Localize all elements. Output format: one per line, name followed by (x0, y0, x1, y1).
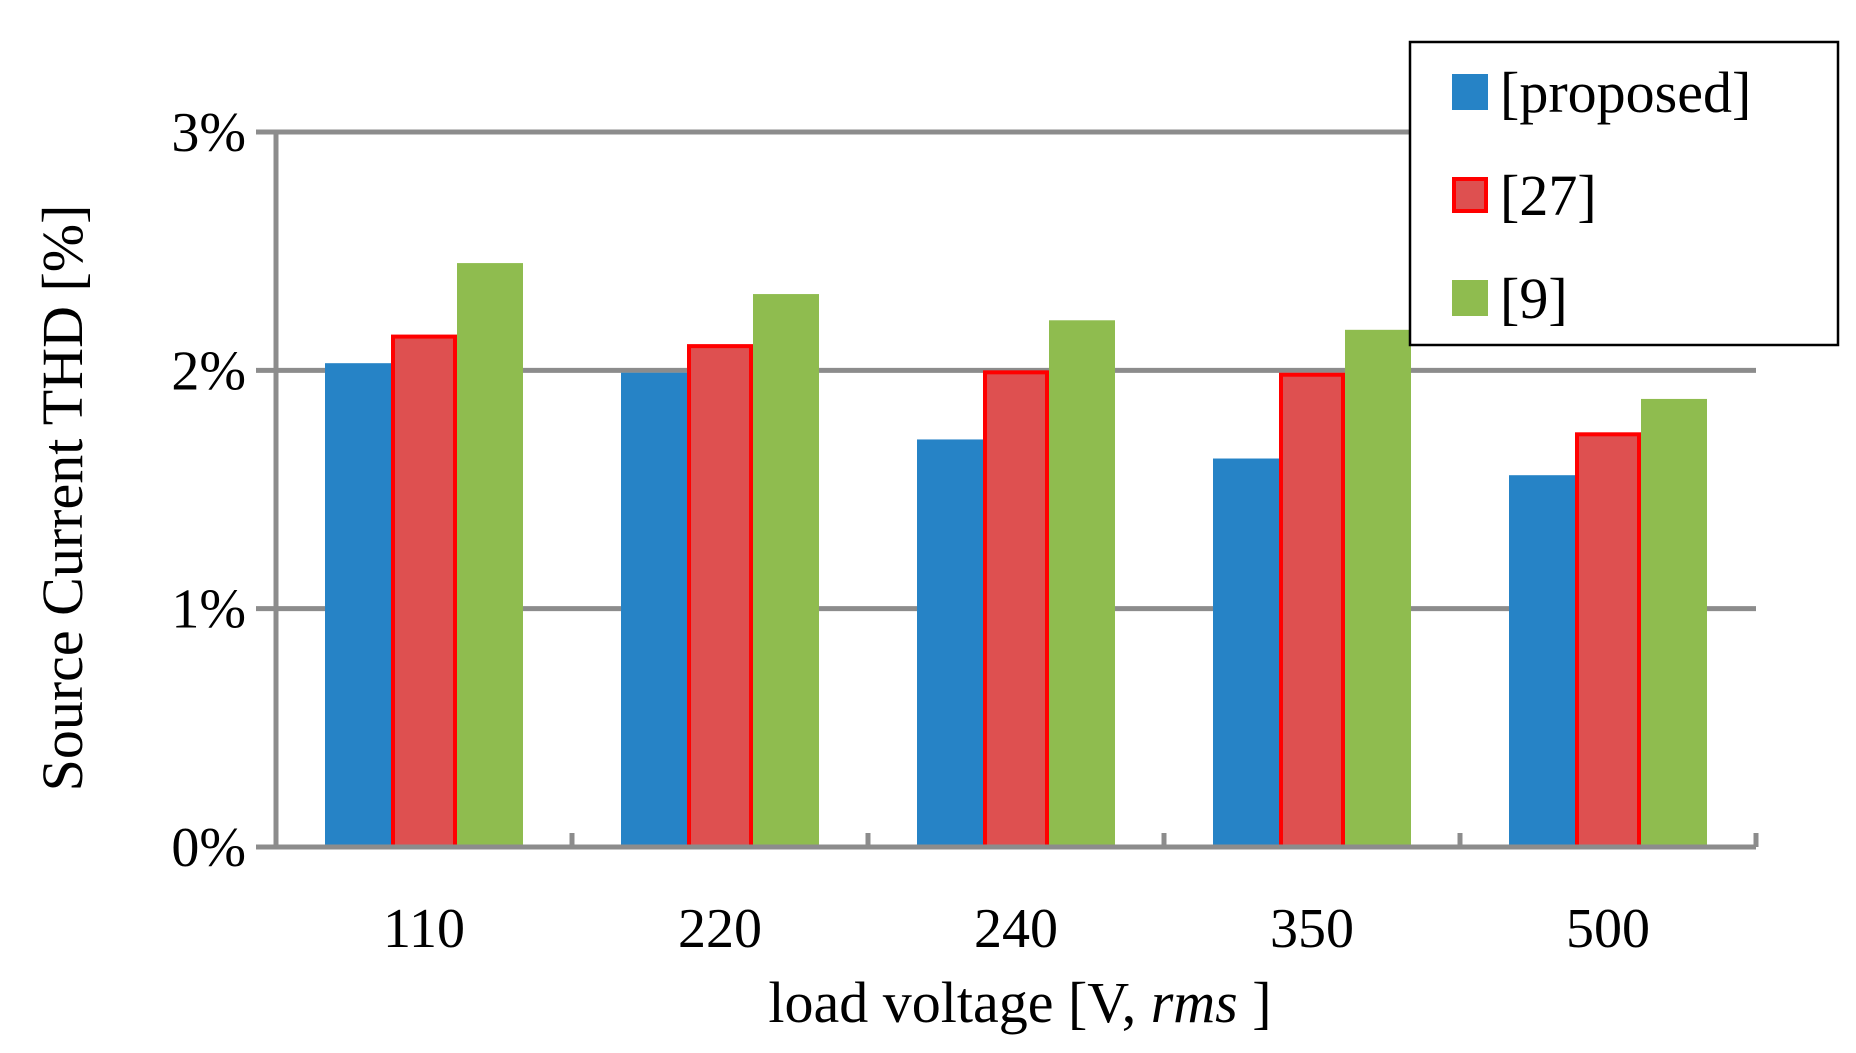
bars (325, 263, 1707, 849)
x-axis-label-suffix: ] (1238, 970, 1272, 1035)
legend: [proposed] [27] [9] (1408, 40, 1840, 347)
bar-27-500 (1575, 432, 1641, 849)
bar-proposed-240 (917, 439, 983, 847)
bar-proposed-500 (1509, 475, 1575, 847)
bar-9-220 (753, 294, 819, 848)
bar-27-110 (391, 334, 457, 849)
bar-27-350 (1279, 372, 1345, 849)
axes (256, 129, 1759, 850)
x-tick-label: 240 (974, 898, 1058, 960)
legend-entry-label: [proposed] (1500, 60, 1751, 125)
x-tick-label: 220 (678, 898, 762, 960)
bar-27-220 (687, 344, 753, 849)
bar-9-110 (457, 263, 523, 847)
x-tick-label: 500 (1566, 898, 1650, 960)
legend-swatch (1452, 280, 1488, 316)
bar-9-500 (1641, 398, 1707, 847)
y-axis-label: Source Current THD [%] (30, 205, 95, 792)
x-axis-label-unit: rms (1151, 970, 1238, 1035)
legend-swatch (1452, 177, 1488, 213)
x-axis-label-prefix: load voltage [V, (768, 970, 1150, 1035)
x-tick-label: 110 (383, 898, 465, 960)
y-tick-label: 2% (171, 340, 246, 402)
legend-entry-label: [9] (1500, 266, 1568, 331)
bar-proposed-110 (325, 363, 391, 847)
bar-proposed-350 (1213, 458, 1279, 847)
x-tick-labels: 110 220 240 350 500 (383, 898, 1650, 960)
bar-9-240 (1049, 320, 1115, 847)
legend-entry-label: [27] (1500, 163, 1597, 228)
x-tick-label: 350 (1270, 898, 1354, 960)
y-tick-label: 1% (171, 579, 246, 641)
y-tick-label: 0% (171, 817, 246, 879)
bar-proposed-220 (621, 372, 687, 847)
x-axis-label: load voltage [V, rms ] (768, 970, 1271, 1035)
bar-9-350 (1345, 329, 1411, 848)
y-tick-labels: 0% 1% 2% 3% (171, 102, 246, 879)
legend-swatch (1452, 74, 1488, 110)
bar-27-240 (983, 370, 1049, 849)
y-tick-label: 3% (171, 102, 246, 164)
